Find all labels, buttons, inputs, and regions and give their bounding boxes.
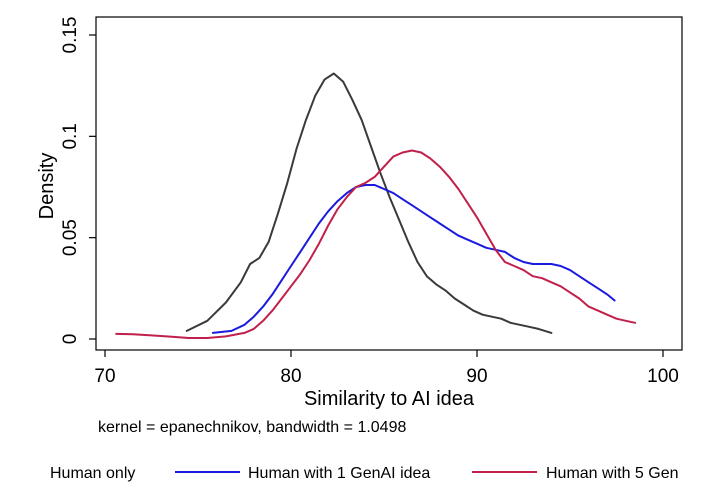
y-tick-label: 0.1: [60, 123, 81, 149]
plot-frame: [95, 16, 683, 351]
x-tick-label: 100: [647, 366, 679, 387]
legend-label-human-only: Human only: [50, 465, 135, 482]
legend-label-human-5-genai: Human with 5 GenAI ideas: [546, 465, 720, 482]
legend: Human only Human with 1 GenAI idea Human…: [50, 465, 720, 482]
legend-item-human-5-genai: Human with 5 GenAI ideas: [472, 465, 720, 482]
y-axis-title: Density: [36, 153, 58, 220]
x-axis: 70 80 90 100: [94, 350, 679, 387]
kernel-note: kernel = epanechnikov, bandwidth = 1.049…: [98, 419, 406, 436]
legend-item-human-only: Human only: [50, 465, 135, 482]
series-layer: [115, 72, 637, 339]
x-tick-label: 90: [466, 366, 487, 387]
x-tick-label: 80: [280, 366, 301, 387]
legend-item-human-1-genai: Human with 1 GenAI idea: [175, 465, 430, 482]
y-tick-label: 0: [60, 334, 81, 345]
y-axis: 0 0.05 0.1 0.15: [60, 17, 96, 345]
y-tick-label: 0.05: [60, 219, 81, 256]
y-tick-label: 0.15: [60, 17, 81, 54]
series-line-human-5-genai: [115, 149, 637, 339]
series-line-human-1-genai: [211, 184, 616, 334]
x-axis-title: Similarity to AI idea: [304, 388, 475, 410]
series-line-human-only: [185, 72, 553, 334]
x-tick-label: 70: [94, 366, 115, 387]
legend-label-human-1-genai: Human with 1 GenAI idea: [248, 465, 430, 482]
